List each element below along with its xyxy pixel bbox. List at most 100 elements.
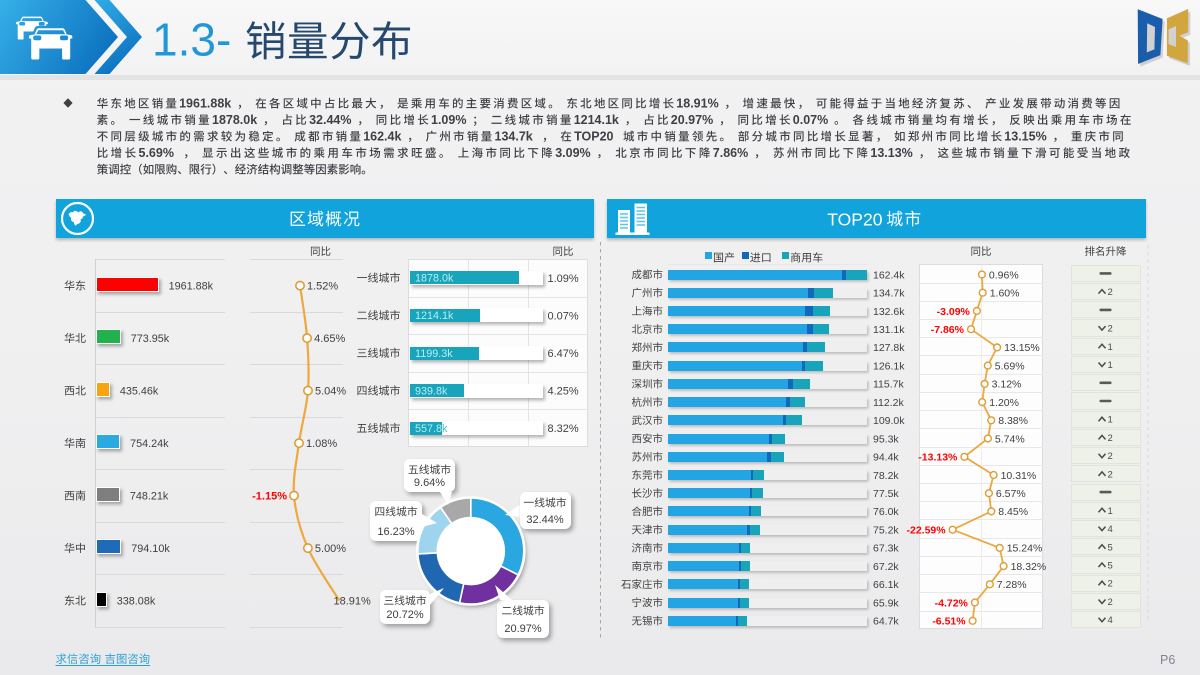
svg-text:2: 2 bbox=[1108, 579, 1113, 590]
svg-text:0.96%: 0.96% bbox=[989, 269, 1019, 281]
svg-text:5: 5 bbox=[1108, 542, 1113, 553]
svg-text:95.3k: 95.3k bbox=[873, 433, 899, 445]
svg-text:-22.59%: -22.59% bbox=[906, 525, 946, 537]
svg-text:7.28%: 7.28% bbox=[997, 579, 1027, 591]
svg-text:20.72%: 20.72% bbox=[386, 609, 424, 621]
svg-text:-1.15%: -1.15% bbox=[252, 491, 287, 503]
svg-text:76.0k: 76.0k bbox=[873, 506, 899, 518]
svg-text:1.09%: 1.09% bbox=[548, 273, 579, 285]
svg-text:1: 1 bbox=[1108, 415, 1113, 426]
svg-text:939.8k: 939.8k bbox=[415, 385, 448, 397]
svg-text:15.24%: 15.24% bbox=[1007, 543, 1043, 555]
svg-text:6.57%: 6.57% bbox=[996, 488, 1026, 500]
svg-text:18.32%: 18.32% bbox=[1011, 561, 1047, 573]
svg-text:112.2k: 112.2k bbox=[873, 397, 904, 409]
svg-text:9.64%: 9.64% bbox=[414, 477, 445, 489]
svg-text:1878.0k: 1878.0k bbox=[415, 273, 454, 285]
svg-text:P6: P6 bbox=[1160, 653, 1175, 667]
svg-text:10.31%: 10.31% bbox=[1001, 470, 1037, 482]
svg-text:-13.13%: -13.13% bbox=[918, 452, 958, 464]
svg-text:6.47%: 6.47% bbox=[548, 348, 579, 360]
svg-text:557.8: 557.8 bbox=[415, 423, 442, 435]
svg-text:1.60%: 1.60% bbox=[990, 288, 1020, 300]
svg-text:8.45%: 8.45% bbox=[998, 506, 1028, 518]
svg-text:66.1k: 66.1k bbox=[873, 579, 899, 591]
svg-text:2: 2 bbox=[1108, 597, 1113, 608]
svg-text:2: 2 bbox=[1108, 324, 1113, 335]
svg-text:16.23%: 16.23% bbox=[377, 526, 415, 538]
svg-text:2: 2 bbox=[1108, 287, 1113, 298]
svg-text:1961.88k: 1961.88k bbox=[169, 281, 214, 293]
svg-text:13.13%: 13.13% bbox=[870, 146, 912, 160]
svg-text:64.7k: 64.7k bbox=[873, 616, 899, 628]
svg-text:338.08k: 338.08k bbox=[117, 596, 156, 608]
svg-text:1.52%: 1.52% bbox=[307, 281, 338, 293]
svg-text:162.4k: 162.4k bbox=[363, 130, 401, 144]
svg-text:77.5k: 77.5k bbox=[873, 488, 899, 500]
svg-text:13.15%: 13.15% bbox=[1004, 342, 1040, 354]
svg-text:4: 4 bbox=[1108, 524, 1113, 535]
svg-text:1961.88k: 1961.88k bbox=[179, 97, 231, 111]
svg-text:k: k bbox=[442, 423, 448, 435]
svg-text:126.1k: 126.1k bbox=[873, 360, 905, 372]
svg-text:-6.51%: -6.51% bbox=[932, 616, 966, 628]
svg-text:65.9k: 65.9k bbox=[873, 597, 899, 609]
svg-text:0.07%: 0.07% bbox=[793, 113, 828, 127]
svg-text:5.69%: 5.69% bbox=[995, 360, 1025, 372]
svg-text:1: 1 bbox=[1108, 342, 1113, 353]
svg-text:134.7k: 134.7k bbox=[873, 288, 905, 300]
svg-text:8.38%: 8.38% bbox=[998, 415, 1028, 427]
svg-text:32.44%: 32.44% bbox=[526, 514, 564, 526]
svg-text:4.25%: 4.25% bbox=[548, 386, 579, 398]
svg-text:78.2k: 78.2k bbox=[873, 470, 899, 482]
svg-text:773.95k: 773.95k bbox=[131, 333, 170, 345]
svg-text:-3.09%: -3.09% bbox=[937, 306, 971, 318]
svg-text:131.1k: 131.1k bbox=[873, 324, 905, 336]
svg-text:18.91%: 18.91% bbox=[334, 596, 372, 608]
svg-text:5.69%: 5.69% bbox=[139, 146, 174, 160]
svg-text:2: 2 bbox=[1108, 451, 1113, 462]
svg-text:TOP20: TOP20 bbox=[574, 130, 613, 144]
svg-text:5: 5 bbox=[1108, 561, 1113, 572]
svg-text:5.04%: 5.04% bbox=[315, 386, 346, 398]
svg-text:TOP20: TOP20 bbox=[827, 210, 882, 230]
svg-text:3.12%: 3.12% bbox=[992, 379, 1022, 391]
svg-text:1: 1 bbox=[1108, 360, 1113, 371]
svg-text:1.20%: 1.20% bbox=[989, 397, 1019, 409]
svg-text:94.4k: 94.4k bbox=[873, 452, 899, 464]
svg-text:5.74%: 5.74% bbox=[995, 433, 1025, 445]
svg-text:3.09%: 3.09% bbox=[555, 146, 590, 160]
svg-text:134.7k: 134.7k bbox=[495, 130, 533, 144]
svg-text:1214.1k: 1214.1k bbox=[415, 310, 454, 322]
svg-text:1214.1k: 1214.1k bbox=[574, 113, 619, 127]
svg-text:4.65%: 4.65% bbox=[314, 333, 345, 345]
svg-text:1.08%: 1.08% bbox=[306, 438, 337, 450]
svg-text:32.44%: 32.44% bbox=[309, 113, 351, 127]
svg-text:7.86%: 7.86% bbox=[713, 146, 748, 160]
svg-text:20.97%: 20.97% bbox=[504, 623, 542, 635]
svg-text:748.21k: 748.21k bbox=[130, 491, 169, 503]
svg-text:-7.86%: -7.86% bbox=[931, 324, 965, 336]
svg-text:1199.3k: 1199.3k bbox=[415, 348, 453, 360]
svg-text:0.07%: 0.07% bbox=[548, 310, 579, 322]
svg-text:5.00%: 5.00% bbox=[315, 543, 346, 555]
svg-text:2: 2 bbox=[1108, 469, 1113, 480]
svg-text:4: 4 bbox=[1108, 615, 1113, 626]
svg-text:435.46k: 435.46k bbox=[120, 386, 159, 398]
svg-text:18.91%: 18.91% bbox=[676, 97, 718, 111]
svg-text:127.8k: 127.8k bbox=[873, 342, 905, 354]
svg-text:2: 2 bbox=[1108, 433, 1113, 444]
svg-text:-4.72%: -4.72% bbox=[935, 597, 969, 609]
svg-text:754.24k: 754.24k bbox=[130, 438, 169, 450]
svg-text:1.09%: 1.09% bbox=[431, 113, 466, 127]
svg-text:162.4k: 162.4k bbox=[873, 269, 905, 281]
svg-text:67.3k: 67.3k bbox=[873, 543, 899, 555]
svg-text:1: 1 bbox=[1108, 506, 1113, 517]
svg-text:8.32%: 8.32% bbox=[548, 423, 579, 435]
svg-text:794.10k: 794.10k bbox=[131, 543, 170, 555]
svg-text:1.3-: 1.3- bbox=[152, 14, 231, 66]
svg-text:132.6k: 132.6k bbox=[873, 306, 905, 318]
svg-text:67.2k: 67.2k bbox=[873, 561, 899, 573]
svg-text:1878.0k: 1878.0k bbox=[212, 113, 257, 127]
svg-text:109.0k: 109.0k bbox=[873, 415, 905, 427]
